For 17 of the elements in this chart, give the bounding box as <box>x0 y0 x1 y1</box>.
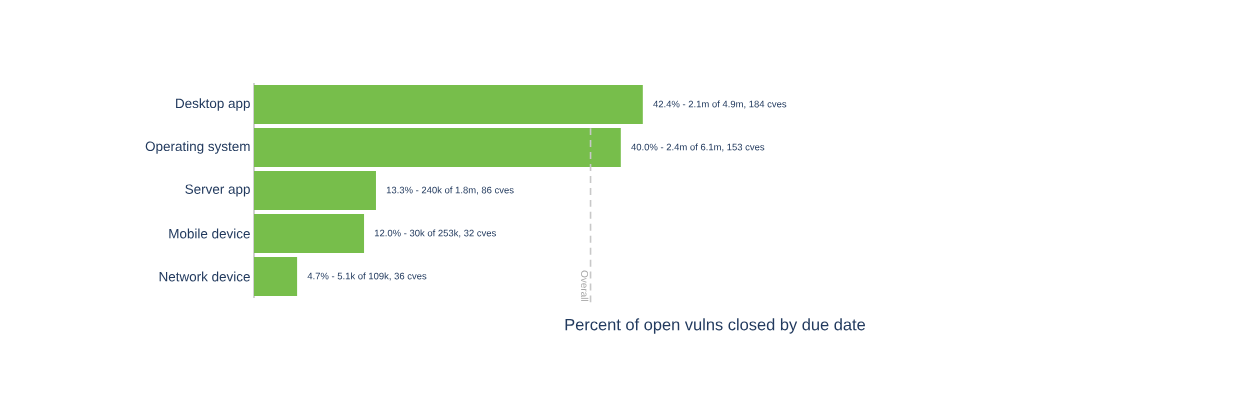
data-label: 12.0% - 30k of 253k, 32 cves <box>374 229 496 238</box>
bar <box>254 85 643 124</box>
data-label: 42.4% - 2.1m of 4.9m, 184 cves <box>653 100 787 109</box>
y-tick-label: Mobile device <box>169 228 250 239</box>
ref-line-label: Overall <box>581 270 589 301</box>
y-tick-label: Desktop app <box>176 98 250 111</box>
x-axis-title: Percent of open vulns closed by due date <box>565 318 865 334</box>
bar <box>254 128 621 167</box>
bar <box>254 214 365 253</box>
y-tick-label: Server app <box>185 184 250 197</box>
data-label: 13.3% - 240k of 1.8m, 86 cves <box>386 186 514 195</box>
data-label: 40.0% - 2.4m of 6.1m, 153 cves <box>631 143 765 152</box>
y-tick-label: Operating system <box>145 141 250 154</box>
data-label: 4.7% - 5.1k of 109k, 36 cves <box>307 272 427 281</box>
bar <box>254 257 298 296</box>
bar <box>254 171 376 210</box>
y-tick-label: Network device <box>159 271 250 282</box>
